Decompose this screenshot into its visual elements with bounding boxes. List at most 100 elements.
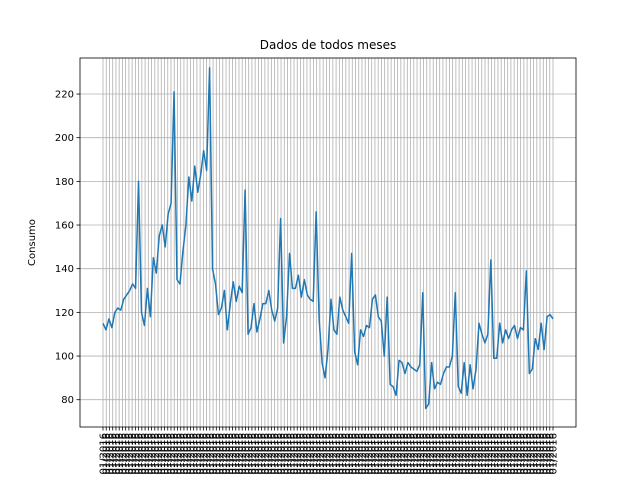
x-tick-label: 01/2016 [335,433,346,475]
y-tick-label: 180 [55,177,74,188]
x-tick-label: 01/2016 [150,433,161,475]
x-tick-label: 01/2016 [500,433,511,475]
x-tick-label: 01/2016 [387,433,398,475]
x-tick-label: 01/2016 [361,433,372,475]
x-tick-label: 01/2016 [516,433,527,475]
x-tick-label: 01/2016 [102,433,113,475]
x-tick-label: 01/2016 [455,433,466,475]
x-tick-label: 01/2016 [270,433,281,475]
x-tick-label: 01/2016 [474,433,485,475]
x-tick-label: 01/2016 [293,433,304,475]
x-tick-label: 01/2016 [513,433,524,475]
chart-title: Dados de todos meses [260,38,396,52]
x-tick-label: 01/2016 [160,433,171,475]
x-tick-label: 01/2016 [490,433,501,475]
x-tick-label: 01/2016 [225,433,236,475]
x-tick-label: 01/2016 [257,433,268,475]
x-tick-label: 01/2016 [154,433,165,475]
x-tick-label: 01/2016 [124,433,135,475]
x-tick-label: 01/2016 [403,433,414,475]
x-tick-label: 01/2016 [189,433,200,475]
x-tick-label: 01/2016 [244,433,255,475]
x-tick-label: 01/2016 [484,433,495,475]
x-tick-label: 01/2016 [315,433,326,475]
x-tick-label: 01/2016 [341,433,352,475]
x-tick-label: 01/2016 [163,433,174,475]
x-tick-label: 01/2016 [228,433,239,475]
x-tick-label: 01/2016 [364,433,375,475]
x-tick-label: 01/2016 [497,433,508,475]
x-tick-label: 01/2016 [448,433,459,475]
x-tick-label: 01/2016 [309,433,320,475]
x-tick-label: 01/2016 [205,433,216,475]
x-tick-label: 01/2016 [549,433,560,475]
x-tick-label: 01/2016 [338,433,349,475]
x-tick-label: 01/2016 [393,433,404,475]
x-tick-label: 01/2016 [186,433,197,475]
x-tick-label: 01/2016 [380,433,391,475]
x-tick-label: 01/2016 [413,433,424,475]
x-tick-label: 01/2016 [461,433,472,475]
x-tick-label: 01/2016 [286,433,297,475]
x-tick-label: 01/2016 [374,433,385,475]
x-tick-label: 01/2016 [192,433,203,475]
x-tick-label: 01/2016 [105,433,116,475]
x-tick-label: 01/2016 [396,433,407,475]
x-tick-label: 01/2016 [280,433,291,475]
x-tick-label: 01/2016 [179,433,190,475]
x-tick-label: 01/2016 [302,433,313,475]
x-tick-label: 01/2016 [438,433,449,475]
x-tick-label: 01/2016 [406,433,417,475]
x-tick-label: 01/2016 [231,433,242,475]
x-tick-label: 01/2016 [121,433,132,475]
x-tick-label: 01/2016 [458,433,469,475]
x-tick-label: 01/2016 [267,433,278,475]
x-tick-label: 01/2016 [442,433,453,475]
x-tick-label: 01/2016 [273,433,284,475]
x-tick-label: 01/2016 [332,433,343,475]
x-tick-label: 01/2016 [170,433,181,475]
x-tick-label: 01/2016 [319,433,330,475]
x-tick-label: 01/2016 [199,433,210,475]
x-tick-label: 01/2016 [183,433,194,475]
x-tick-label: 01/2016 [471,433,482,475]
y-tick-label: 200 [55,133,74,144]
x-tick-label: 01/2016 [351,433,362,475]
x-tick-label: 01/2016 [357,433,368,475]
x-tick-label: 01/2016 [529,433,540,475]
x-tick-label: 01/2016 [435,433,446,475]
x-tick-label: 01/2016 [445,433,456,475]
x-tick-label: 01/2016 [328,433,339,475]
x-tick-label: 01/2016 [137,433,148,475]
x-tick-label: 01/2016 [173,433,184,475]
x-tick-label: 01/2016 [539,433,550,475]
x-tick-label: 01/2016 [432,433,443,475]
x-tick-label: 01/2016 [487,433,498,475]
y-tick-label: 100 [55,352,74,363]
x-tick-label: 01/2016 [468,433,479,475]
x-tick-label: 01/2016 [131,433,142,475]
x-tick-label: 01/2016 [503,433,514,475]
x-tick-label: 01/2016 [234,433,245,475]
x-tick-label: 01/2016 [296,433,307,475]
x-tick-label: 01/2016 [166,433,177,475]
x-tick-label: 01/2016 [212,433,223,475]
x-tick-label: 01/2016 [493,433,504,475]
x-tick-label: 01/2016 [422,433,433,475]
x-tick-label: 01/2016 [519,433,530,475]
x-tick-label: 01/2016 [215,433,226,475]
x-tick-label: 01/2016 [196,433,207,475]
x-tick-label: 01/2016 [176,433,187,475]
x-tick-label: 01/2016 [451,433,462,475]
y-tick-label: 140 [55,264,74,275]
x-tick-label: 01/2016 [506,433,517,475]
x-tick-label: 01/2016 [409,433,420,475]
x-tick-label: 01/2016 [536,433,547,475]
x-tick-label: 01/2016 [425,433,436,475]
x-tick-label: 01/2016 [108,433,119,475]
x-tick-label: 01/2016 [322,433,333,475]
x-tick-label: 01/2016 [383,433,394,475]
x-tick-label: 01/2016 [354,433,365,475]
x-tick-label: 01/2016 [222,433,233,475]
